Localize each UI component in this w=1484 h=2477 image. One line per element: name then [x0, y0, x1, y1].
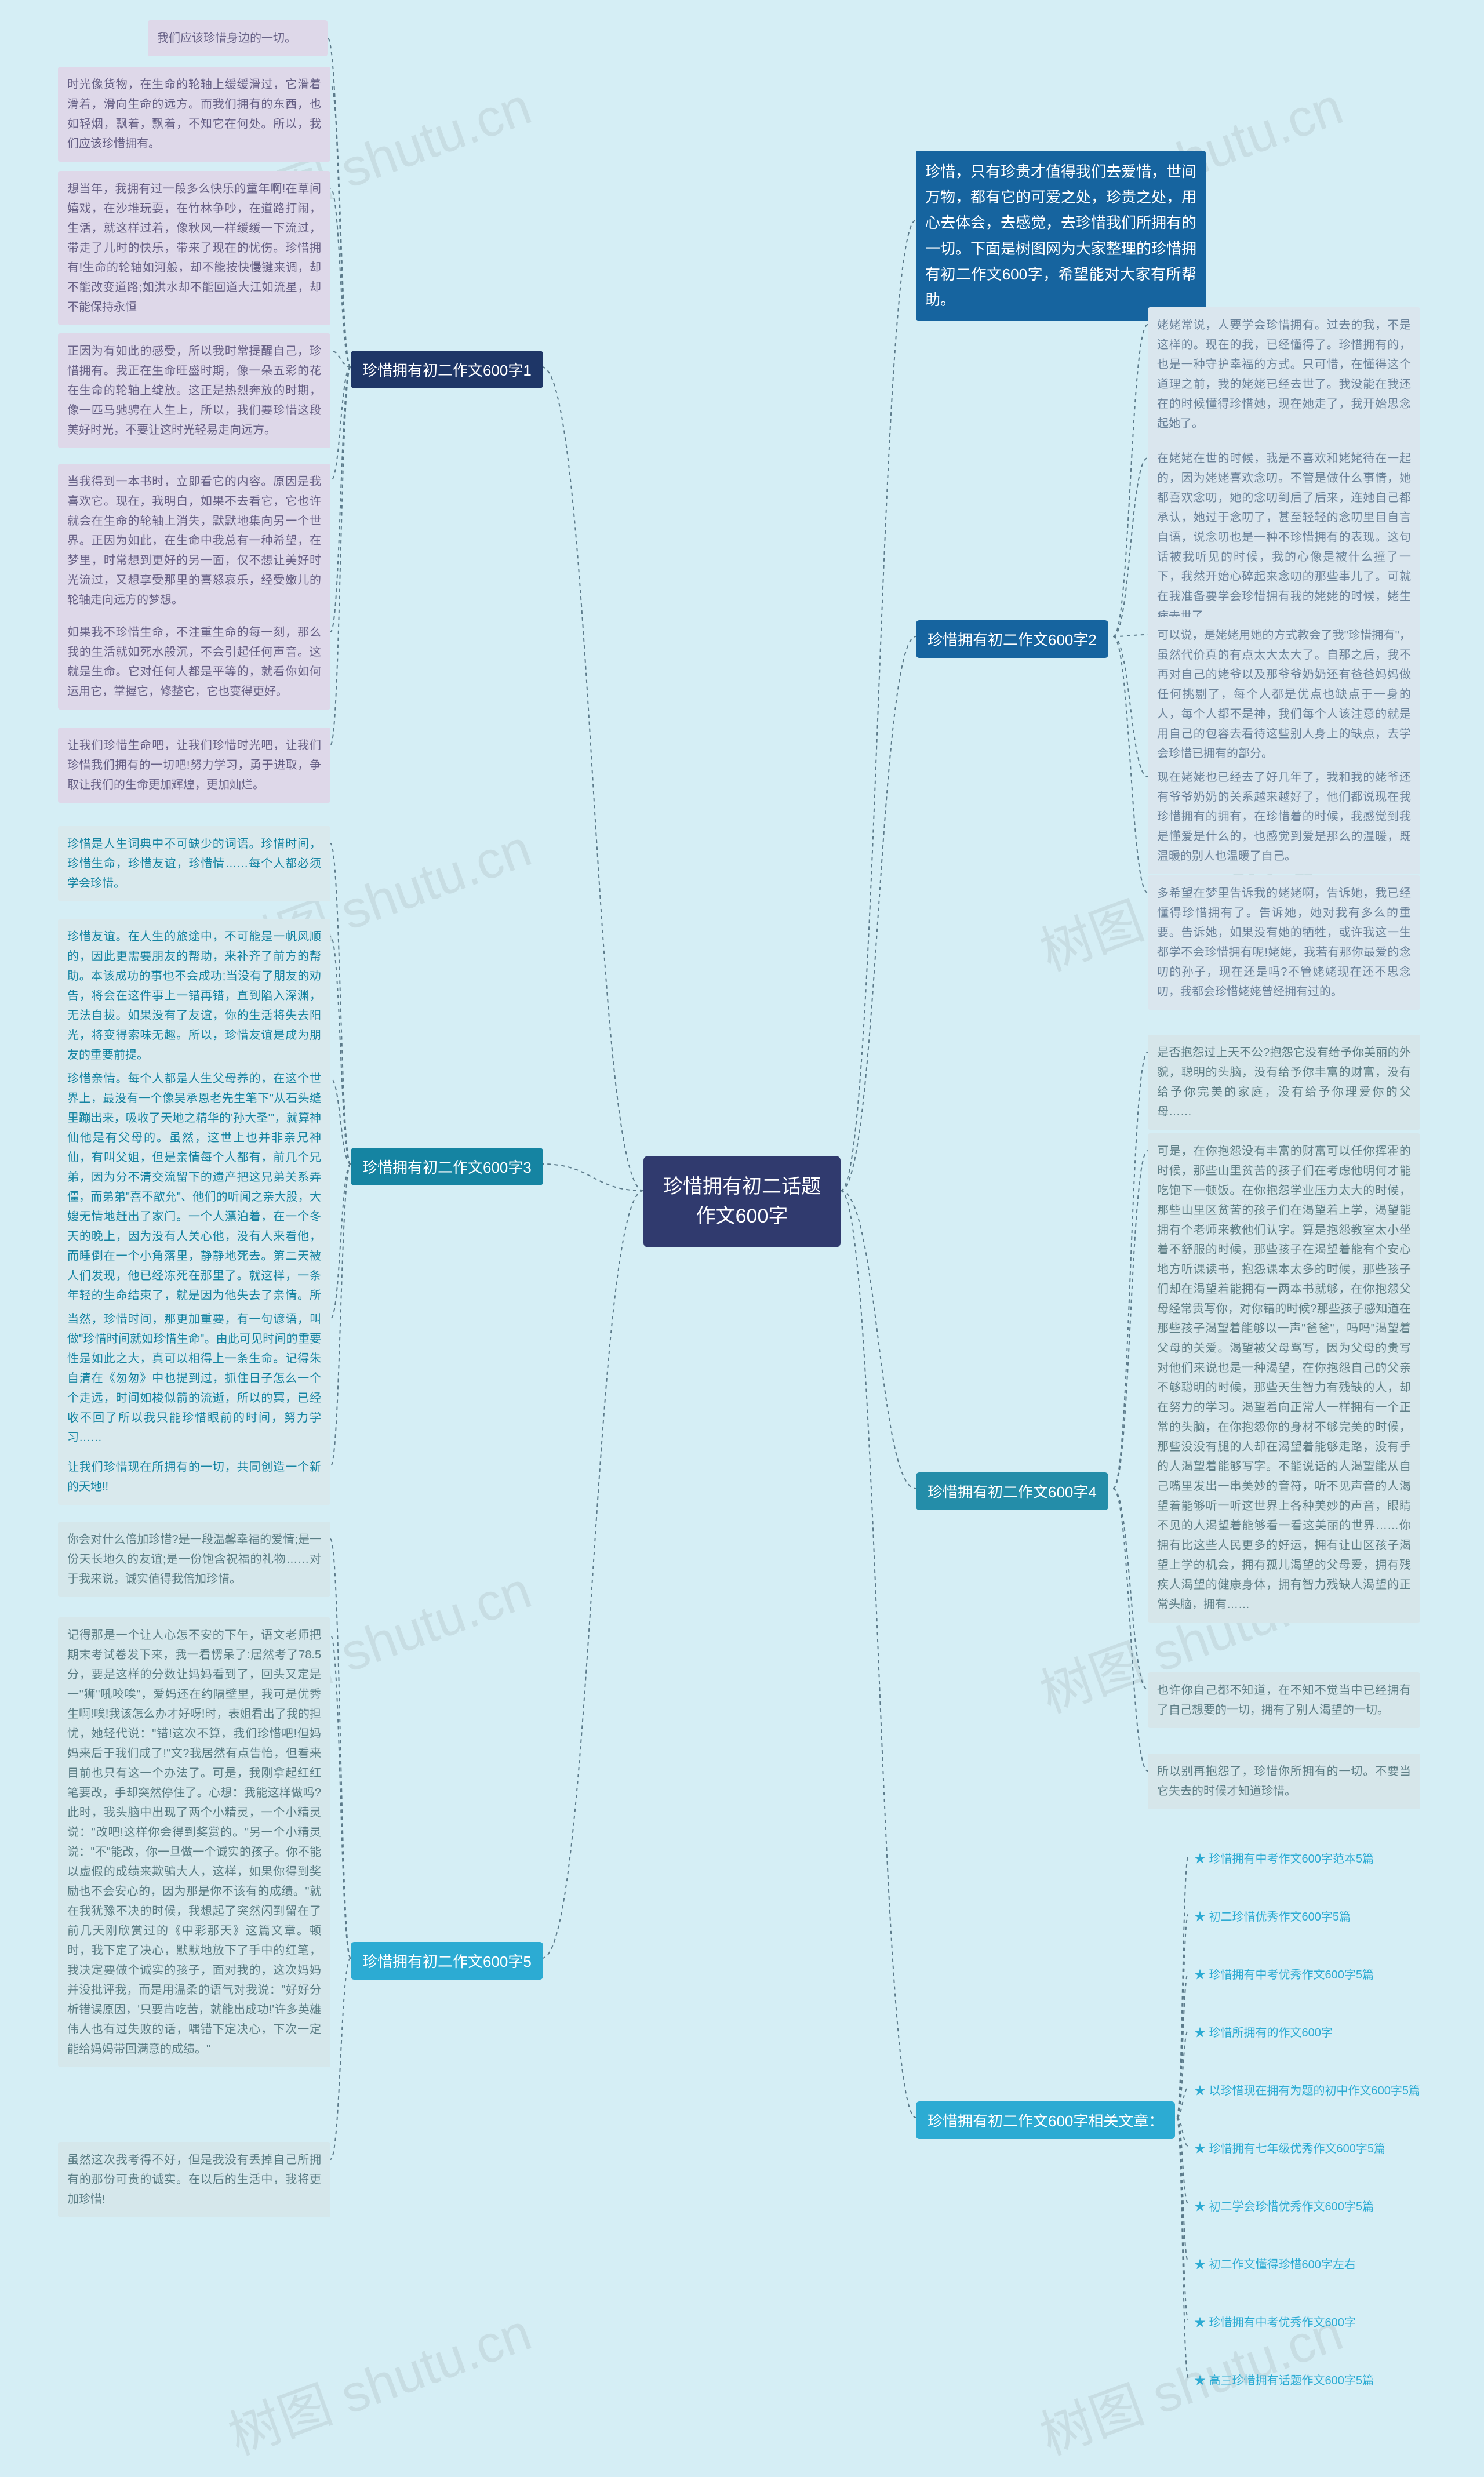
related-item: ★ 珍惜所拥有的作文600字: [1194, 2023, 1333, 2040]
center-text: 珍惜拥有初二话题作文600字: [663, 1176, 821, 1227]
related-item: ★ 初二作文懂得珍惜600字左右: [1194, 2255, 1356, 2272]
content-box: 当然，珍惜时间，那更加重要，有一句谚语，叫做"珍惜时间就如珍惜生命"。由此可见时…: [58, 1301, 330, 1456]
related-item: ★ 高三珍惜拥有话题作文600字5篇: [1194, 2371, 1374, 2388]
intro-box: 珍惜，只有珍贵才值得我们去爱惜，世间万物，都有它的可爱之处，珍贵之处，用心去体会…: [916, 151, 1206, 321]
content-box: 珍惜是人生词典中不可缺少的词语。珍惜时间，珍惜生命，珍惜友谊，珍惜情……每个人都…: [58, 826, 330, 901]
branch-node-b5: 珍惜拥有初二作文600字5: [351, 1942, 543, 1980]
branch-node-b4: 珍惜拥有初二作文600字4: [916, 1472, 1108, 1510]
related-item: ★ 珍惜拥有中考作文600字范本5篇: [1194, 1849, 1374, 1866]
content-box: 让我们珍惜现在所拥有的一切，共同创造一个新的天地!!: [58, 1449, 330, 1505]
content-box: 我们应该珍惜身边的一切。: [148, 20, 328, 56]
related-item: ★ 以珍惜现在拥有为题的初中作文600字5篇: [1194, 2081, 1420, 2098]
related-item: ★ 珍惜拥有七年级优秀作文600字5篇: [1194, 2139, 1385, 2156]
content-box: 如果我不珍惜生命，不注重生命的每一刻，那么我的生活就如死水般沉，不会引起任何声音…: [58, 614, 330, 710]
content-box: 在姥姥在世的时候，我是不喜欢和姥姥待在一起的，因为姥姥喜欢念叨。不管是做什么事情…: [1148, 441, 1420, 634]
center-node: 珍惜拥有初二话题作文600字: [643, 1156, 841, 1247]
content-box: 虽然这次我考得不好，但是我没有丢掉自己所拥有的那份可贵的诚实。在以后的生活中，我…: [58, 2142, 330, 2217]
content-box: 多希望在梦里告诉我的姥姥啊，告诉她，我已经懂得珍惜拥有了。告诉她，她对我有多么的…: [1148, 875, 1420, 1010]
content-box: 姥姥常说，人要学会珍惜拥有。过去的我，不是这样的。现在的我，已经懂得了。珍惜拥有…: [1148, 307, 1420, 442]
content-box: 时光像货物，在生命的轮轴上缓缓滑过，它滑着滑着，滑向生命的远方。而我们拥有的东西…: [58, 67, 330, 162]
content-box: 想当年，我拥有过一段多么快乐的童年啊!在草间嬉戏，在沙堆玩耍，在竹林争吵，在道路…: [58, 171, 330, 325]
content-box: 是否抱怨过上天不公?抱怨它没有给予你美丽的外貌，聪明的头脑，没有给予你丰富的财富…: [1148, 1035, 1420, 1130]
branch-node-b2: 珍惜拥有初二作文600字2: [916, 620, 1108, 658]
watermark: 树图 shutu.cn: [217, 2290, 540, 2469]
content-box: 当我得到一本书时，立即看它的内容。原因是我喜欢它。现在，我明白，如果不去看它，它…: [58, 464, 330, 618]
branch-node-b1: 珍惜拥有初二作文600字1: [351, 351, 543, 388]
branch-node-related: 珍惜拥有初二作文600字相关文章：: [916, 2101, 1175, 2139]
related-item: ★ 初二学会珍惜优秀作文600字5篇: [1194, 2197, 1374, 2214]
related-item: ★ 珍惜拥有中考优秀作文600字: [1194, 2313, 1356, 2330]
content-box: 所以别再抱怨了，珍惜你所拥有的一切。不要当它失去的时候才知道珍惜。: [1148, 1754, 1420, 1809]
content-box: 珍惜友谊。在人生的旅途中，不可能是一帆风顺的，因此更需要朋友的帮助，来补齐了前方…: [58, 919, 330, 1073]
content-box: 让我们珍惜生命吧，让我们珍惜时光吧，让我们珍惜我们拥有的一切吧!努力学习，勇于进…: [58, 728, 330, 803]
content-box: 你会对什么倍加珍惜?是一段温馨幸福的爱情;是一份天长地久的友谊;是一份饱含祝福的…: [58, 1522, 330, 1597]
content-box: 记得那是一个让人心怎不安的下午，语文老师把期末考试卷发下来，我一看愣呆了:居然考…: [58, 1617, 330, 2067]
content-box: 可是，在你抱怨没有丰富的财富可以任你挥霍的时候，那些山里贫苦的孩子们在考虑他明何…: [1148, 1133, 1420, 1623]
branch-node-b3: 珍惜拥有初二作文600字3: [351, 1148, 543, 1185]
related-item: ★ 珍惜拥有中考优秀作文600字5篇: [1194, 1965, 1374, 1982]
content-box: 现在姥姥也已经去了好几年了，我和我的姥爷还有爷爷奶奶的关系越来越好了，他们都说现…: [1148, 759, 1420, 874]
content-box: 也许你自己都不知道，在不知不觉当中已经拥有了自己想要的一切，拥有了别人渴望的一切…: [1148, 1672, 1420, 1728]
related-item: ★ 初二珍惜优秀作文600字5篇: [1194, 1907, 1351, 1924]
content-box: 正因为有如此的感受，所以我时常提醒自己，珍惜拥有。我正在生命旺盛时期，像一朵五彩…: [58, 333, 330, 448]
content-box: 可以说，是姥姥用她的方式教会了我"珍惜拥有"，虽然代价真的有点太大太大了。自那之…: [1148, 617, 1420, 772]
